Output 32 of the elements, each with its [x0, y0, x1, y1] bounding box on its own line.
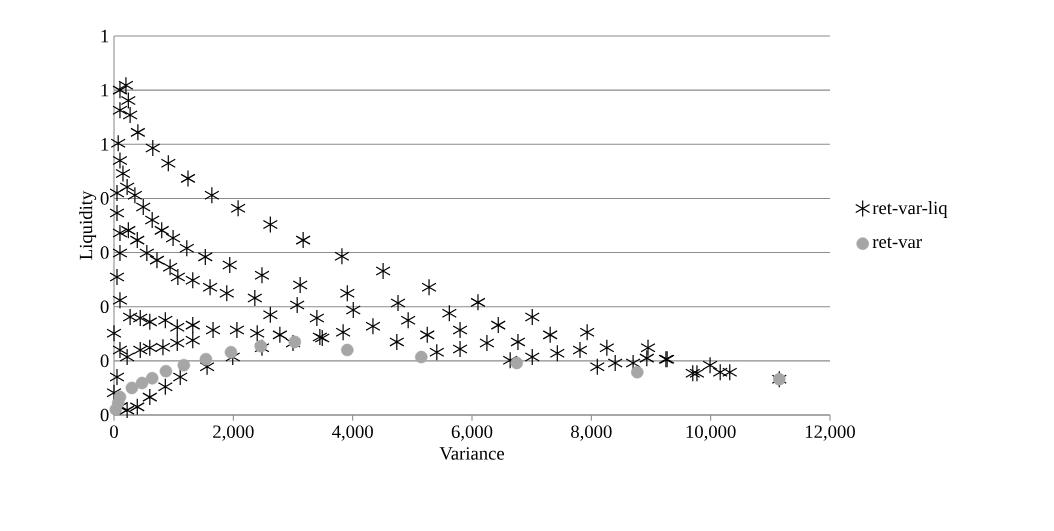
- point: [199, 352, 213, 366]
- point: [159, 364, 173, 378]
- point: [113, 390, 127, 404]
- x-tick-label: 12,000: [805, 425, 855, 441]
- point: [341, 343, 354, 357]
- point: [177, 358, 191, 372]
- y-tick-label: 0: [100, 246, 109, 259]
- x-tick-label: 6,000: [451, 425, 493, 441]
- x-tick-label: 0: [110, 425, 118, 438]
- y-tick-label: 1: [101, 138, 109, 151]
- y-tick-label: 0: [100, 408, 109, 422]
- y-tick-label: 0: [100, 192, 109, 205]
- x-tick-label: 8,000: [571, 425, 612, 441]
- point: [510, 356, 524, 370]
- point: [631, 365, 644, 379]
- y-tick-label: 1: [101, 83, 109, 97]
- legend-label: ret-var: [872, 237, 922, 249]
- point: [415, 350, 428, 364]
- x-tick-label: 2,000: [213, 425, 254, 441]
- y-tick-label: 0: [100, 300, 109, 314]
- y-tick-label: 0: [100, 354, 109, 368]
- x-tick-label: 10,000: [686, 425, 736, 441]
- point: [145, 371, 159, 385]
- x-axis-title: Variance: [439, 447, 505, 460]
- point: [254, 339, 268, 353]
- y-tick-label: 1: [101, 29, 109, 43]
- point: [135, 376, 149, 390]
- point: [224, 345, 238, 359]
- legend-label: ret-var-liq: [872, 201, 948, 219]
- x-tick-label: 4,000: [332, 425, 373, 441]
- y-axis-title: Liquidity: [79, 190, 97, 260]
- point: [125, 381, 139, 395]
